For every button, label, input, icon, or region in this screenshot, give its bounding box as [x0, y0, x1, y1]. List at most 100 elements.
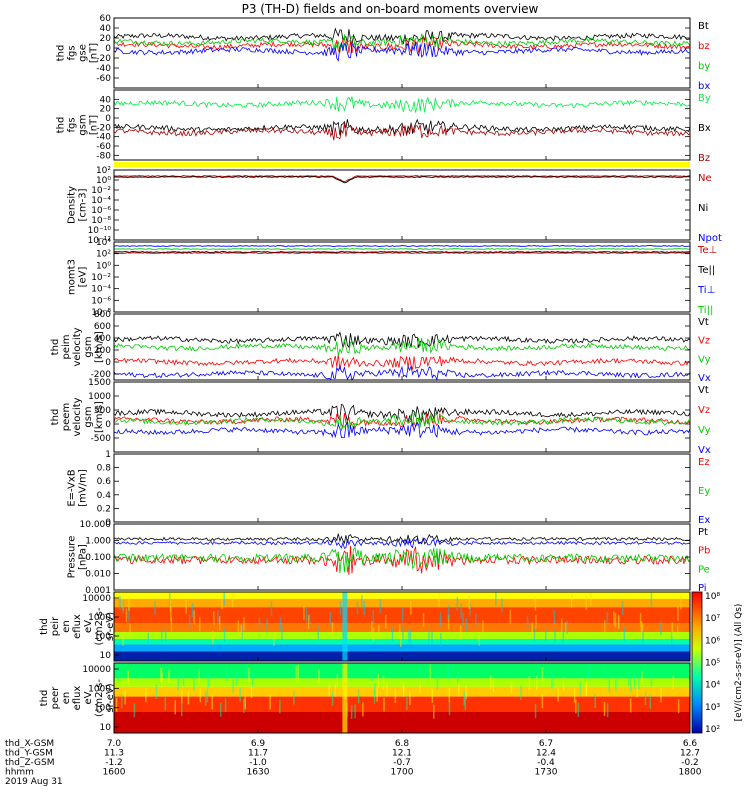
spectrogram-streak: [237, 620, 240, 635]
ylabel-line: peem: [61, 403, 72, 431]
spectrogram-streak: [536, 675, 538, 690]
xaxis-value: 12.4: [536, 749, 556, 759]
ylabel-line: (cm2-s-: [94, 607, 105, 645]
spectrogram-streak: [129, 623, 131, 638]
ytick-label: 1000: [88, 613, 111, 623]
xaxis-value: 6.6: [683, 739, 698, 749]
spectrogram-streak: [235, 671, 238, 686]
spectrogram-streak: [269, 695, 271, 710]
spectrogram-streak: [371, 667, 374, 682]
series-line-1: [113, 176, 691, 184]
spectrogram-streak: [460, 625, 462, 640]
spectrogram-streak: [438, 593, 440, 608]
spectrogram-streak: [628, 671, 630, 686]
spectrogram-streak: [462, 612, 464, 627]
spectrogram-streak: [617, 615, 620, 630]
ytick-label: 10²: [96, 166, 111, 176]
spectrogram-streak: [266, 618, 268, 633]
spectrogram-streak: [331, 622, 334, 637]
panel-peim-velocity: -200 0 200 400 600 800 Vt Vz Vy Vx thdpeimvelocity…: [50, 310, 711, 384]
spectrogram-streak: [608, 678, 611, 693]
spectrogram-streak: [120, 694, 123, 709]
spectrogram-streak: [482, 620, 484, 635]
panel-peer-eflux: 10000 1000 100 10 thdpeerenefluxeV(cm2-s-sr-…: [39, 662, 692, 734]
spectrogram-streak: [677, 606, 679, 621]
spectrogram-streak: [465, 618, 468, 632]
spectrogram-streak: [566, 620, 568, 635]
ylabel-line: gsm: [83, 406, 94, 427]
spectrogram-streak: [328, 681, 330, 696]
spectrogram-streak: [614, 613, 617, 627]
ylabel-line: peim: [61, 334, 72, 359]
spectrogram-streak: [329, 612, 332, 626]
legend-By: By: [698, 93, 711, 104]
series-by: [113, 33, 691, 52]
spectrogram-band: [114, 696, 690, 712]
series-Vy: [113, 412, 691, 432]
spectrogram-streak: [117, 667, 120, 682]
spectrogram-streak: [431, 688, 434, 703]
panel-frame: [113, 453, 691, 523]
spectrogram-streak: [248, 668, 250, 683]
ytick-label: 1500: [88, 378, 111, 388]
ylabel-peir-eflux: thdpeirenefluxeV(cm2-s-sr-eV): [39, 607, 116, 645]
spectrogram-streak: [639, 613, 642, 627]
ylabel-peem-velocity: thdpeemvelocitygsm[km/s]: [50, 397, 105, 436]
legend-Bt: Bt: [698, 21, 709, 32]
ylabel-line: peer: [50, 686, 61, 710]
ylabel-line: thd: [39, 690, 50, 707]
ytick-label: -500: [91, 434, 112, 444]
legend-Vz: Vz: [698, 405, 710, 416]
spectrogram-streak: [378, 624, 380, 639]
spectrogram-streak: [362, 702, 364, 717]
xaxis-value: 12.7: [680, 749, 700, 759]
spectrogram-streak: [164, 696, 167, 711]
spectrogram-streak: [145, 688, 147, 703]
spectrogram-streak: [439, 612, 442, 627]
ytick-label: 10000: [82, 594, 111, 604]
ylabel-e-field: E=-VxB[mV/m]: [67, 469, 89, 507]
plot-title: P3 (TH-D) fields and on-board moments ov…: [242, 2, 539, 16]
ylabel-line: gse: [78, 44, 89, 62]
series-line-3: [113, 252, 690, 254]
ytick-label: 10.000: [80, 520, 112, 530]
spectrogram-streak: [363, 601, 366, 615]
ytick-label: 100: [94, 632, 111, 642]
ytick-label: 0.6: [97, 477, 112, 487]
ytick-label: -20: [96, 54, 111, 64]
ylabel-temperature: momt3[eV]: [67, 259, 89, 295]
spectrogram-streak: [213, 611, 215, 626]
ylabel-line: [cm-3]: [78, 188, 89, 221]
spectrogram-streak: [577, 702, 580, 717]
spectrogram-streak: [660, 621, 662, 636]
spectrogram-streak: [168, 593, 171, 607]
spectrogram-streak: [295, 665, 297, 680]
spectrogram-streak: [606, 611, 609, 626]
legend-Ti⊥: Ti⊥: [697, 285, 715, 296]
colorbar-bar: [691, 591, 703, 734]
series-Pt: [113, 533, 691, 545]
xaxis-value: 1800: [679, 768, 702, 778]
ylabel-line: thd: [39, 618, 50, 635]
series-Pi: [113, 537, 691, 549]
legend-Vt: Vt: [698, 385, 709, 396]
spectrogram-streak: [400, 633, 402, 647]
spectrogram-streak: [422, 613, 425, 628]
legend-Bx: Bx: [698, 123, 711, 134]
spectrogram-streak: [615, 677, 617, 692]
colorbar-tick: 10⁴: [705, 681, 720, 691]
legend-Te||: Te||: [697, 265, 715, 276]
spectrogram-streak: [520, 685, 522, 700]
ylabel-line: thd: [56, 117, 67, 134]
spectrogram-streak: [318, 669, 320, 684]
spectrogram-streak: [590, 592, 592, 607]
spectrogram-streak: [677, 699, 680, 714]
spectrogram-streak: [317, 625, 319, 640]
spectrogram-streak: [124, 690, 126, 705]
spectrogram-streak: [650, 592, 653, 607]
spectrogram-streak: [464, 696, 467, 711]
